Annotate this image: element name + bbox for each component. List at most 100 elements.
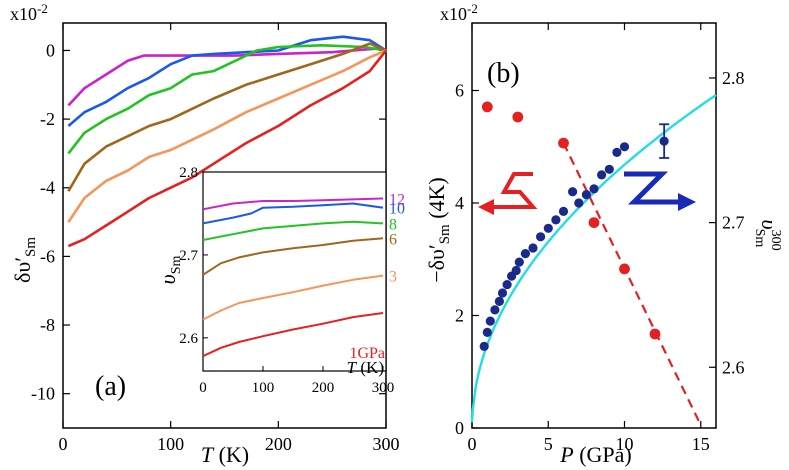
inset-series-label-12: 12 — [389, 192, 405, 209]
panel-b-xlabel: P (GPa) — [559, 442, 632, 467]
panel-b-blue-point — [514, 257, 524, 267]
panel-b-ylabel: −δυ′Sm (4K) — [424, 177, 453, 283]
panel-b-red-point — [558, 137, 569, 149]
panel-b-blue-point — [597, 170, 607, 180]
panel-a-xtick-label: 200 — [265, 434, 292, 454]
inset-xtick-label: 300 — [372, 380, 395, 396]
panel-b-blue-point — [619, 142, 630, 152]
panel-b-blue-point — [589, 184, 599, 194]
panel-b-blue-point — [528, 243, 538, 253]
panel-b-linear-fit-line — [562, 142, 702, 426]
panel-b-red-point — [619, 263, 630, 275]
panel-a-series-line-6 — [67, 42, 387, 192]
right-axis-arrow-icon — [624, 171, 696, 211]
panel-b-ytick-label: 2 — [455, 306, 464, 326]
panel-a-multiplier: x10-2 — [10, 1, 48, 24]
panel-b-xtick-label: 0 — [468, 434, 477, 454]
panel-b-blue-point — [485, 316, 495, 326]
panel-a-series — [67, 35, 388, 248]
panel-b-y2tick-label: 2.6 — [722, 357, 745, 377]
panel-b-blue-point — [543, 223, 553, 233]
inset-ytick-label: 2.7 — [179, 248, 198, 264]
inset-series-label-3: 3 — [389, 269, 397, 286]
panel-a-xlabel: T (K) — [201, 442, 249, 467]
panel-a-ylabel: δυ′Sm — [10, 237, 39, 283]
inset-series-label-1GPa: 1GPa — [349, 345, 385, 362]
inset-series-label-10: 10 — [389, 201, 405, 218]
panel-b-blue-point — [497, 288, 508, 298]
left-axis-arrow-icon — [478, 172, 538, 215]
panel-b-label: (b) — [487, 58, 520, 89]
panel-b-red-point — [649, 328, 661, 340]
panel-a-series-line-12 — [67, 47, 387, 107]
panel-b-y2label: υ300Sm — [752, 219, 783, 250]
inset-series-line-3 — [202, 274, 384, 321]
inset-xlabel: T (K) — [347, 358, 384, 377]
panel-b-y2tick-label: 2.8 — [722, 68, 745, 88]
panel-a-xtick-label: 100 — [157, 434, 184, 454]
inset-series-line-8 — [202, 220, 384, 241]
inset-series — [202, 197, 384, 358]
inset-ticks: 0 100 200 300 2.6 2.7 2.8 — [179, 165, 394, 396]
panel-b-blue-point — [479, 341, 489, 351]
panel-b-multiplier: x10-2 — [440, 1, 478, 24]
inset-series-line-12 — [202, 197, 384, 211]
panel-a-series-line-10 — [67, 35, 387, 127]
panel-a-ytick-label: -10 — [31, 384, 55, 404]
panel-b-xtick-label: 10 — [616, 434, 634, 454]
inset-frame — [202, 171, 387, 372]
panel-b-blue-point — [558, 206, 569, 216]
panel-a: x10-2 δυ′Sm T (K) (a) 0 100 200 300-10-8-6-… — [10, 1, 405, 467]
panel-b-blue-point — [604, 164, 614, 174]
panel-a-ytick-label: -6 — [40, 246, 55, 266]
panel-a-ytick-label: -8 — [40, 315, 55, 335]
inset-xtick-label: 0 — [199, 380, 207, 396]
panel-b-red-point — [512, 111, 524, 123]
panel-a-series-line-1GPa — [67, 49, 388, 248]
panel-b-blue-point — [568, 187, 578, 197]
panel-a-series-line-8 — [67, 43, 387, 155]
panel-b-blue-point — [581, 190, 592, 200]
inset-series-line-10 — [202, 202, 384, 225]
panel-a-xtick-label: 300 — [373, 434, 400, 454]
panel-b-blue-point — [574, 198, 584, 208]
inset-series-line-6 — [202, 237, 384, 276]
panel-b-xtick-label: 15 — [692, 434, 710, 454]
panel-a-ytick-label: 0 — [46, 40, 55, 60]
panel-b-points — [479, 101, 670, 351]
panel-b-sqrt-fit-line — [470, 94, 717, 423]
inset-series-label-6: 6 — [389, 231, 397, 248]
inset-ytick-label: 2.8 — [179, 165, 198, 181]
inset-series-line-1GPa — [202, 312, 384, 358]
panel-b-ytick-label: 4 — [455, 193, 464, 213]
inset-series-label-8: 8 — [389, 216, 397, 233]
panel-b-red-point — [588, 217, 600, 229]
panel-a-ytick-label: -2 — [40, 109, 55, 129]
panel-b-blue-point — [490, 305, 500, 315]
panel-b-y2tick-label: 2.7 — [722, 213, 745, 233]
panel-b-xtick-label: 5 — [544, 434, 553, 454]
panel-b-red-point — [481, 101, 493, 113]
panel-b-blue-point — [612, 147, 622, 157]
panel-b-ticks: 0 5 10 15 0 2 4 6 2.6 2.7 2.8 — [455, 23, 745, 454]
panel-a-ticks: 0 100 200 300 -10 -8 -6 -4 -2 0 — [31, 23, 400, 454]
panel-b-blue-point — [536, 232, 546, 242]
inset-xtick-label: 100 — [252, 380, 275, 396]
inset-ytick-label: 2.6 — [179, 331, 198, 347]
panel-b-frame — [471, 22, 717, 429]
panel-b-blue-point — [511, 265, 521, 276]
panel-b-blue-point — [551, 215, 561, 225]
panel-b-fits — [470, 94, 717, 426]
panel-b-blue-point — [482, 327, 492, 337]
panel-a-series-line-3 — [67, 49, 387, 223]
panel-b-blue-point — [502, 280, 512, 290]
panel-b-ytick-label: 0 — [455, 418, 464, 438]
panel-b: x10-2 −δυ′Sm (4K) υ300Sm P (GPa) (b) 0 5 1… — [424, 1, 783, 467]
panel-a-label: (a) — [95, 371, 126, 402]
panel-b-ytick-label: 6 — [455, 81, 464, 101]
panel-a-ytick-label: -4 — [40, 178, 55, 198]
inset-xtick-label: 200 — [312, 380, 335, 396]
